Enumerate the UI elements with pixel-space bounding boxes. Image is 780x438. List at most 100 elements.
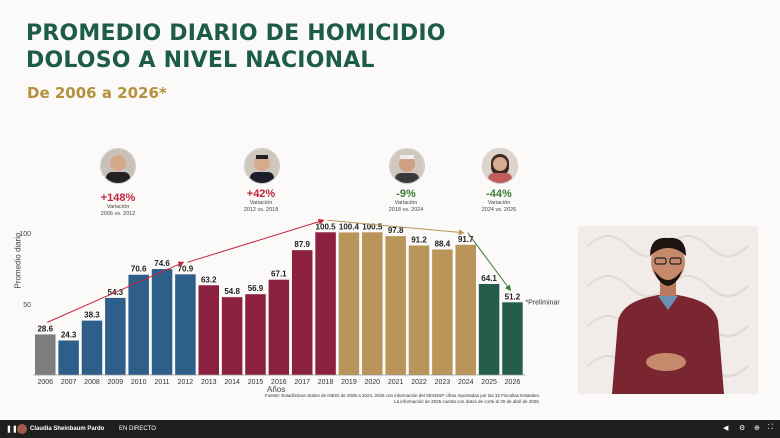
x-tick-2010: 2010 [131, 379, 147, 386]
pause-icon[interactable]: ❚❚ [6, 426, 18, 433]
preliminar-annotation: *Preliminar [525, 299, 560, 306]
data-label-2024: 91.7 [458, 235, 474, 244]
data-label-2020: 100.5 [362, 222, 383, 231]
portrait-3-icon [389, 148, 425, 184]
bar-2015 [245, 294, 266, 375]
live-status: EN DIRECTO [119, 426, 156, 432]
data-label-2007: 24.3 [61, 330, 77, 339]
x-tick-2012: 2012 [178, 379, 194, 386]
bar-2014 [221, 297, 243, 375]
variation-1: +148% Variación 2006 vs. 2012 [78, 192, 158, 218]
variation-4-range: 2024 vs. 2026 [481, 207, 517, 213]
presentation-slide: PROMEDIO DIARIO DE HOMICIDIO DOLOSO A NI… [13, 20, 758, 405]
x-tick-2009: 2009 [108, 379, 124, 386]
variation-4-label: Variación [487, 200, 511, 206]
data-label-2026: 51.2 [505, 292, 521, 301]
stream-status-bar: ❚❚ Claudia Sheinbaum Pardo EN DIRECTO ◀ … [0, 420, 780, 438]
x-tick-2013: 2013 [201, 379, 217, 386]
x-tick-2021: 2021 [388, 379, 404, 386]
source-note: Fuente: Estadísticas vitales de INEGI de… [250, 393, 540, 405]
bar-2019 [338, 232, 360, 375]
data-label-2013: 63.2 [201, 275, 217, 284]
channel-name[interactable]: Claudia Sheinbaum Pardo [30, 426, 105, 432]
data-label-2015: 56.9 [248, 284, 264, 293]
bar-2023 [432, 249, 453, 375]
x-tick-2016: 2016 [271, 379, 287, 386]
bar-2020 [362, 232, 383, 375]
portrait-4-icon [482, 148, 518, 184]
bar-2007 [58, 340, 79, 375]
x-tick-2022: 2022 [411, 379, 427, 386]
x-tick-2019: 2019 [341, 379, 357, 386]
data-label-2019: 100.4 [339, 222, 360, 231]
x-tick-2011: 2011 [155, 379, 170, 386]
data-label-2021: 97.8 [388, 226, 404, 235]
bar-2018 [315, 232, 336, 375]
variation-2-pct: +42% [246, 188, 276, 200]
portrait-2-icon [244, 148, 280, 184]
data-label-2023: 88.4 [435, 239, 451, 248]
y-tick-label: 50 [23, 302, 31, 309]
x-tick-2024: 2024 [458, 379, 474, 386]
source-line-1: Fuente: Estadísticas vitales de INEGI de… [264, 393, 540, 398]
variation-1-range: 2006 vs. 2012 [100, 211, 136, 217]
settings-icon[interactable]: ⚙ [739, 425, 746, 432]
bar-2013 [198, 285, 220, 375]
variation-3-range: 2018 vs. 2024 [388, 207, 424, 213]
more-icon[interactable]: ⊕ [754, 425, 760, 432]
portrait-1-icon [100, 148, 136, 184]
data-label-2018: 100.5 [316, 222, 337, 231]
data-label-2011: 74.6 [154, 259, 170, 268]
channel-avatar[interactable] [17, 424, 27, 434]
data-label-2022: 91.2 [411, 235, 427, 244]
variation-3-pct: -9% [396, 188, 416, 200]
variation-1-pct: +148% [100, 192, 136, 204]
trend-arrow-2006-2012 [47, 261, 185, 323]
title-line-2: DOLOSO A NIVEL NACIONAL [26, 48, 375, 73]
variation-3-label: Variación [394, 200, 418, 206]
data-label-2010: 70.6 [131, 265, 147, 274]
volume-icon[interactable]: ◀ [723, 425, 729, 432]
bar-2008 [81, 320, 103, 375]
x-tick-2026: 2026 [505, 379, 521, 386]
x-tick-2020: 2020 [365, 379, 381, 386]
data-label-2012: 70.9 [178, 264, 194, 273]
data-label-2016: 67.1 [271, 270, 287, 279]
x-tick-2025: 2025 [481, 379, 497, 386]
variation-1-label: Variación [106, 204, 130, 210]
fullscreen-icon[interactable]: ⛶ [768, 424, 773, 431]
x-tick-2015: 2015 [248, 379, 264, 386]
data-label-2017: 87.9 [294, 240, 310, 249]
bar-2012 [175, 274, 196, 375]
x-tick-2018: 2018 [318, 379, 334, 386]
data-label-2006: 28.6 [37, 324, 53, 333]
source-line-2: La información de 2025 cuenta con datos … [394, 399, 540, 404]
trend-arrow-2012-2018 [187, 218, 325, 263]
x-tick-2008: 2008 [84, 379, 100, 386]
bar-2024 [455, 244, 476, 375]
trend-arrow-2024-2026 [467, 232, 512, 292]
bar-2011 [151, 269, 173, 375]
bar-2025 [478, 283, 500, 375]
variation-4: -44% Variación 2024 vs. 2026 [459, 188, 539, 214]
slide-title: PROMEDIO DIARIO DE HOMICIDIO DOLOSO A NI… [26, 20, 446, 74]
data-label-2014: 54.8 [224, 287, 240, 296]
x-tick-2017: 2017 [294, 379, 310, 386]
data-label-2025: 64.1 [481, 274, 497, 283]
variation-2: +42% Variación 2012 vs. 2018 [221, 188, 301, 214]
bar-2016 [268, 279, 290, 375]
x-tick-2014: 2014 [224, 379, 240, 386]
variation-2-range: 2012 vs. 2018 [243, 207, 279, 213]
bar-2006 [35, 334, 56, 375]
bar-2022 [408, 245, 430, 375]
x-tick-2007: 2007 [61, 379, 77, 386]
slide-subtitle: De 2006 a 2026* [27, 84, 167, 102]
bar-chart: 5010028.6200624.3200738.3200854.3200970.… [19, 218, 560, 386]
x-tick-2006: 2006 [37, 379, 53, 386]
variation-2-label: Variación [249, 200, 273, 206]
interpreter-icon [578, 226, 758, 394]
chart-x-axis-label: Años [267, 385, 286, 394]
x-tick-2023: 2023 [435, 379, 451, 386]
data-label-2008: 38.3 [84, 311, 100, 320]
sign-language-interpreter-video [578, 226, 758, 394]
